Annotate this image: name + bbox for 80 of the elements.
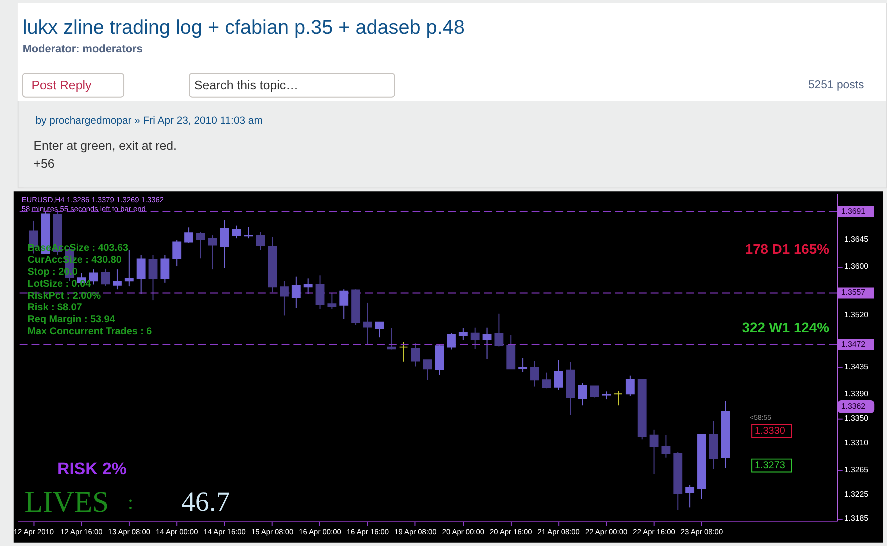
annotation: Risk : $8.07 xyxy=(28,302,83,314)
candlestick xyxy=(136,254,146,295)
candlestick xyxy=(686,484,695,508)
candlestick xyxy=(506,334,516,370)
candlestick xyxy=(232,225,242,240)
text: Enter at green, exit at red. xyxy=(34,138,177,153)
annotation: Max Concurrent Trades : 6 xyxy=(28,326,153,338)
y-tick-label: 1.3350 xyxy=(844,414,870,423)
annotation: 46.7 xyxy=(182,487,230,518)
ref-line-label: 1.3472 xyxy=(841,340,866,349)
candlestick xyxy=(554,360,564,391)
candlestick xyxy=(244,226,254,240)
candlestick xyxy=(542,372,552,390)
text: Post Reply xyxy=(32,78,92,92)
annotation: RISK 2% xyxy=(58,459,127,478)
y-tick-label: 1.3390 xyxy=(844,390,870,399)
candlestick xyxy=(316,275,325,310)
annotation: LIVES xyxy=(24,486,110,520)
candlestick xyxy=(160,254,170,284)
candlestick xyxy=(340,289,349,320)
candlestick xyxy=(590,386,600,398)
candlestick xyxy=(614,390,623,406)
candlestick xyxy=(578,382,588,406)
ref-line-label: 1.3557 xyxy=(841,288,866,298)
annotation: 1.3330 xyxy=(755,426,786,438)
candlestick xyxy=(423,360,432,381)
annotation: LotSize : 0.04 xyxy=(28,278,92,290)
candlestick xyxy=(626,375,635,398)
y-tick-label: 1.3310 xyxy=(844,438,870,448)
candlestick xyxy=(220,220,230,269)
candlestick xyxy=(172,240,182,268)
y-tick-label: 1.3185 xyxy=(844,514,870,524)
candlestick xyxy=(447,332,456,350)
candlestick xyxy=(399,342,408,362)
text: 1.3362 xyxy=(841,402,866,411)
text: by prochargedmopar » Fri Apr 23, 2010 11:03 am xyxy=(36,116,263,128)
y-tick-label: 1.3520 xyxy=(844,310,870,320)
candlestick xyxy=(304,278,313,295)
candlestick xyxy=(124,250,134,288)
annotation: : xyxy=(128,492,134,514)
candlestick xyxy=(196,232,206,260)
candlestick xyxy=(113,269,122,290)
y-tick-label: 1.3600 xyxy=(844,262,870,272)
candlestick xyxy=(387,328,396,350)
y-tick-label: 1.3435 xyxy=(844,362,870,372)
text: 5251 posts xyxy=(808,79,864,92)
y-tick-label: 1.3265 xyxy=(844,466,870,475)
candlestick xyxy=(494,313,504,348)
y-tick-label: 1.3225 xyxy=(844,490,870,499)
candlestick xyxy=(280,280,289,316)
candlestick xyxy=(375,322,384,338)
candlestick xyxy=(411,343,420,368)
y-tick-label: 1.3645 xyxy=(844,234,870,244)
candlestick xyxy=(148,254,158,302)
candlestick xyxy=(256,232,266,251)
candlestick xyxy=(482,327,492,360)
candlestick xyxy=(518,358,528,373)
candlestick xyxy=(208,235,218,270)
annotation: Req Margin : 53.94 xyxy=(28,314,116,326)
text: Search this topic… xyxy=(194,78,298,92)
annotation: 322 W1 124% xyxy=(742,320,830,336)
candlestick xyxy=(530,360,540,388)
candlestick xyxy=(435,344,444,376)
candlestick xyxy=(458,328,468,341)
annotation: RiskPct : 2.00% xyxy=(28,290,102,302)
candlestick xyxy=(650,429,659,475)
candlestick xyxy=(101,268,110,286)
annotation: 1.3273 xyxy=(755,460,786,472)
text: +56 xyxy=(34,156,55,171)
candlestick xyxy=(328,292,337,310)
chart-title: lukx zline trading log + cfabian p.35 + adaseb p.48 xyxy=(22,16,465,39)
candlestick xyxy=(364,302,372,346)
candlestick xyxy=(709,420,718,470)
text: Moderator: moderators xyxy=(22,44,143,56)
candlestick xyxy=(184,227,194,244)
ref-line-label: 1.3691 xyxy=(841,206,866,216)
candlestick xyxy=(470,327,480,350)
candlestick xyxy=(662,434,671,458)
annotation: 178 D1 165% xyxy=(745,241,830,258)
candlestick xyxy=(292,276,301,309)
